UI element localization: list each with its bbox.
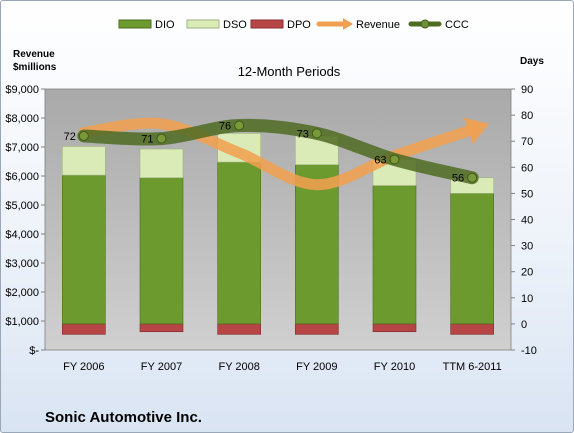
left-tick-label: $6,000 [5,171,39,183]
left-tick-label: $4,000 [5,229,39,241]
bar-dpo [139,323,184,333]
ccc-point [389,154,400,165]
x-axis: FY 2006 FY 2007 FY 2008 FY 2009 FY 2010 TTM 6… [63,361,502,373]
right-tick-label: 60 [521,162,533,174]
x-tick-label: FY 2008 [218,361,259,373]
ccc-point [467,172,478,183]
legend-label-dpo: DPO [287,19,311,31]
bar-dso [139,148,184,179]
right-tick-label: 70 [521,136,533,148]
left-tick-label: $8,000 [5,113,39,125]
left-axis-title-line2: $millions [13,62,57,73]
bar-dio [217,161,261,325]
bar-dpo [217,323,261,335]
bar-dpo [450,323,494,335]
x-tick-label: FY 2009 [296,361,337,373]
revenue-layer [78,117,490,191]
bar-dpo [62,323,106,335]
x-tick-label: FY 2010 [374,361,415,373]
left-tick-label: $2,000 [5,287,39,299]
left-tick-label: $3,000 [5,258,39,270]
legend-swatch-revenue [316,18,353,30]
right-tick-label: 20 [521,267,533,279]
ccc-point [78,130,89,141]
ccc-data-label: 63 [374,154,386,166]
ccc-data-label: 56 [452,173,464,185]
x-tick-label: TTM 6-2011 [443,361,502,373]
right-tick-label: 0 [521,319,527,331]
ccc-data-label: 76 [219,121,231,133]
left-axis-title-line1: Revenue [13,49,55,60]
legend-label-ccc: CCC [445,19,469,31]
legend-label-dso: DSO [223,19,247,31]
chart-title: 12-Month Periods [238,64,341,79]
left-tick-label: $7,000 [5,142,39,154]
left-tick-label: $9,000 [5,84,39,96]
company-name: Sonic Automotive Inc. [45,409,202,426]
right-tick-label: -10 [521,345,537,357]
ccc-line [77,118,479,185]
legend-label-dio: DIO [155,19,175,31]
right-tick-label: 30 [521,241,533,253]
x-tick-label: FY 2007 [141,361,182,373]
legend-swatch-dio [118,19,152,29]
right-tick-label: 10 [521,293,533,305]
legend-swatch-dpo [250,19,284,29]
left-tick-label: $1,000 [5,316,39,328]
revenue-arrowhead [463,117,490,145]
legend-label-revenue: Revenue [356,19,400,31]
bar-dio [139,177,184,325]
revenue-line [78,117,478,191]
bar-dio [450,193,494,325]
bar-dpo [372,323,417,333]
right-tick-label: 50 [521,188,533,200]
ccc-point [234,120,245,131]
left-tick-label: $5,000 [5,200,39,212]
left-axis: $- $1,000 $2,000 $3,000 $4,000 $5,000 $6,000 $7… [5,84,45,357]
right-tick-label: 90 [521,84,533,96]
legend: DIO DSO DPO Revenue CCC [118,18,469,31]
right-tick-label: 40 [521,215,533,227]
ccc-point [156,133,167,144]
bar-dio [372,185,417,325]
ccc-data-label: 73 [297,128,309,140]
ccc-data-label: 72 [64,131,76,143]
right-axis: -10 0 10 20 30 40 50 60 70 80 90 [511,84,537,357]
bar-dso [62,146,106,176]
bar-dio [295,164,339,325]
right-tick-label: 80 [521,110,533,122]
legend-swatch-dso [186,19,220,29]
legend-swatch-ccc [408,19,442,29]
right-axis-title: Days [520,56,544,67]
x-tick-label: FY 2006 [63,361,104,373]
ccc-layer: 72 71 76 73 63 56 [64,118,479,185]
left-tick-label: $- [29,345,39,357]
bar-dpo [295,323,339,335]
bar-dio [62,174,106,325]
ccc-point [311,128,322,139]
ccc-data-label: 71 [141,134,153,146]
